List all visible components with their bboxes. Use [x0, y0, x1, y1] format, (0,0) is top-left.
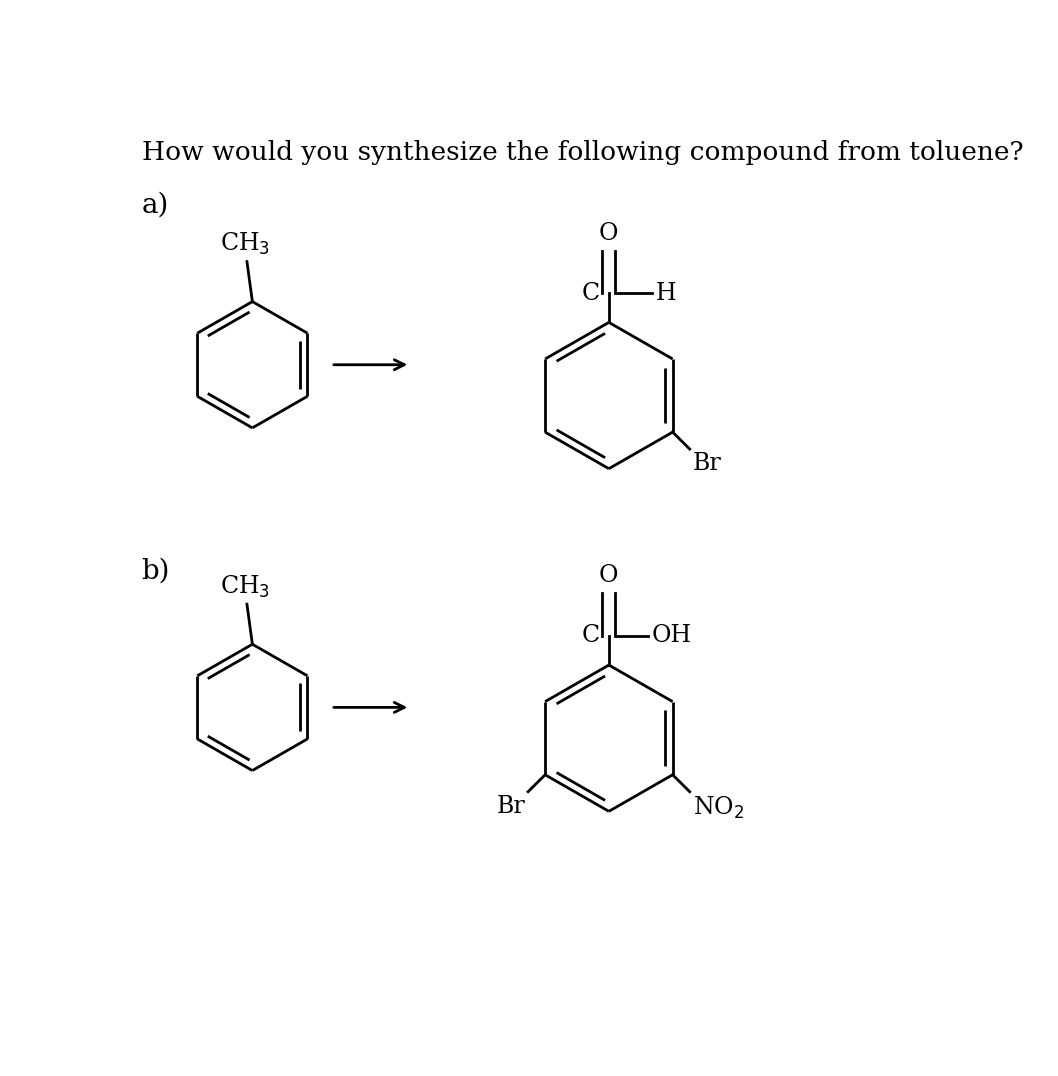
Text: CH$_3$: CH$_3$ [220, 574, 271, 599]
Text: a): a) [142, 192, 169, 218]
Text: CH$_3$: CH$_3$ [220, 230, 271, 257]
Text: NO$_2$: NO$_2$ [693, 795, 744, 821]
Text: O: O [599, 222, 619, 244]
Text: OH: OH [652, 624, 692, 648]
Text: C: C [582, 624, 600, 648]
Text: O: O [599, 564, 619, 587]
Text: b): b) [142, 557, 170, 584]
Text: How would you synthesize the following compound from toluene?: How would you synthesize the following c… [142, 140, 1023, 165]
Text: Br: Br [693, 452, 722, 476]
Text: H: H [656, 282, 677, 305]
Text: Br: Br [496, 795, 525, 818]
Text: C: C [582, 282, 600, 305]
